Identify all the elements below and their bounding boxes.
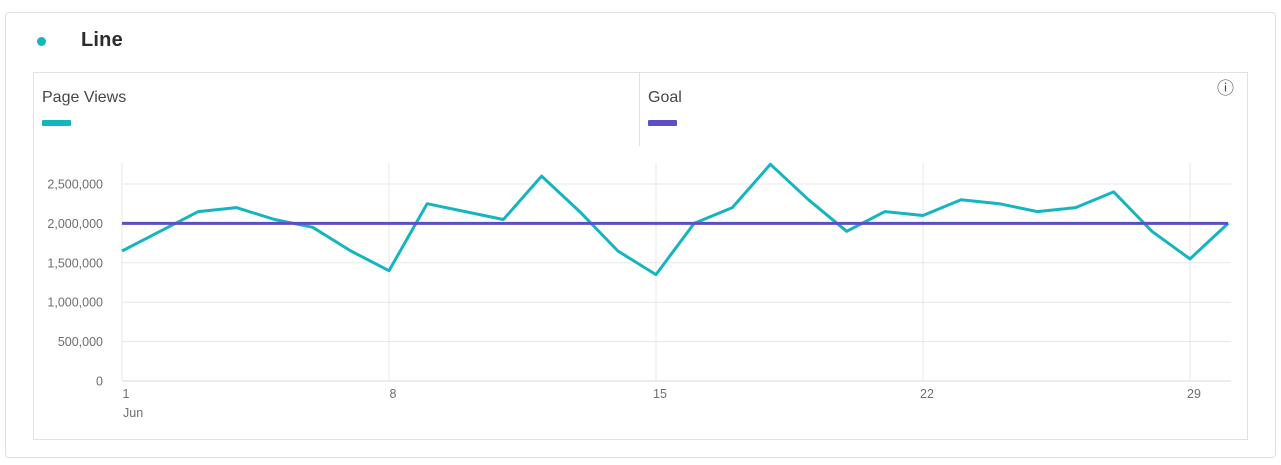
legend-label-page-views: Page Views [42,89,127,106]
x-axis-month-label: Jun [123,406,143,420]
legend-item-goal[interactable]: Goal [640,73,1247,146]
legend-label-goal: Goal [648,89,682,106]
x-tick-label: 15 [653,387,667,401]
legend-swatch-goal [648,120,677,126]
y-tick-label: 1,000,000 [47,296,103,310]
y-tick-label: 0 [96,375,103,389]
y-tick-label: 2,000,000 [47,217,103,231]
line-chart-card: Line Page Views Goal ⓘ 0 500,000 1,000,000… [5,12,1276,458]
y-tick-label: 500,000 [58,335,103,349]
legend-swatch-page-views [42,120,71,126]
x-tick-label: 29 [1187,387,1201,401]
x-tick-label: 1 [123,387,130,401]
x-tick-label: 22 [920,387,934,401]
page-title: Line [81,29,123,51]
page-views-line[interactable] [121,162,1230,277]
info-icon[interactable]: ⓘ [1217,79,1234,99]
y-tick-label: 1,500,000 [47,256,103,270]
y-tick-label: 2,500,000 [47,178,103,192]
legend-row: Page Views Goal ⓘ [34,73,1247,146]
chart-panel: Page Views Goal ⓘ 0 500,000 1,000,000 1,500… [33,72,1248,440]
bullet-icon [37,37,46,46]
legend-item-page-views[interactable]: Page Views [34,73,640,146]
x-tick-label: 8 [390,387,397,401]
chart-svg: 0 500,000 1,000,000 1,500,000 2,000,000 2,500… [47,162,1231,420]
